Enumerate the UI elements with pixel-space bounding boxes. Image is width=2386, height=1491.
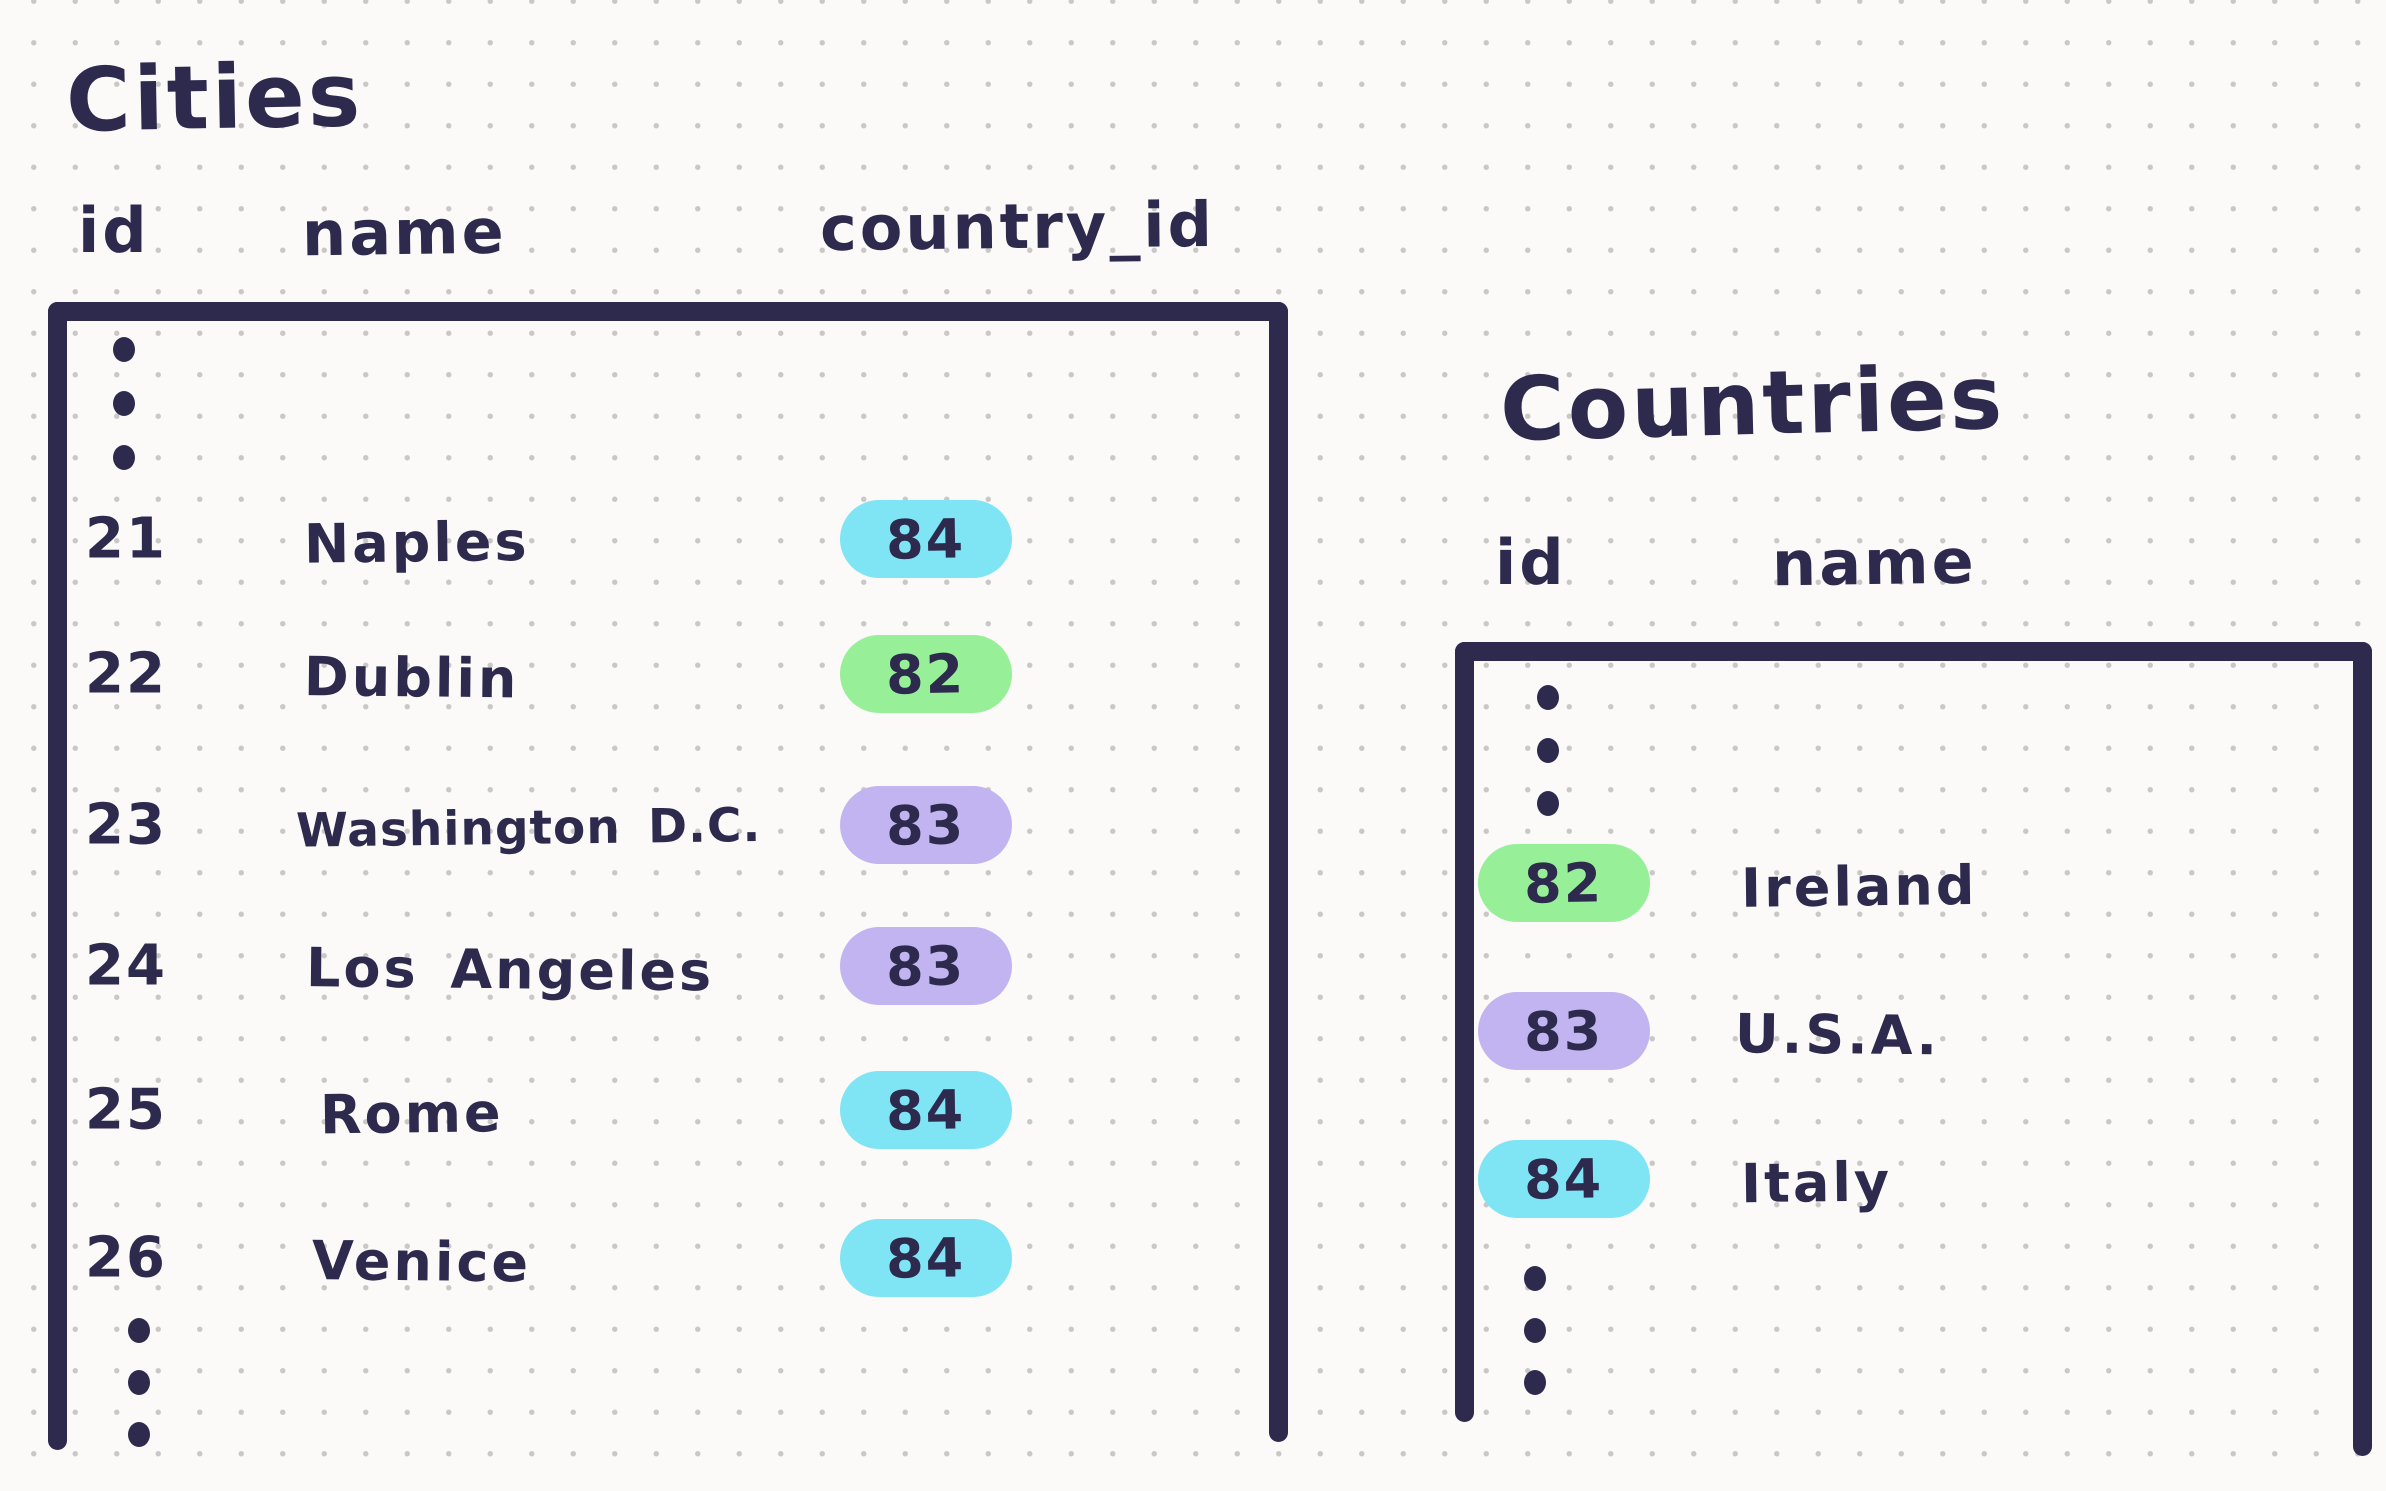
country-id-badge: 83 <box>1478 992 1650 1070</box>
ellipsis-dot <box>1524 1370 1546 1395</box>
countries-ellipsis-top <box>1537 685 1559 816</box>
cities-table-border-top <box>48 302 1288 321</box>
row-name: Ireland <box>1740 853 1978 920</box>
row-id: 26 <box>85 1225 167 1291</box>
cities-column-header-country-id: country_id <box>819 187 1216 266</box>
ellipsis-dot <box>128 1422 150 1447</box>
table-row: 24 Los Angeles 83 <box>48 921 1288 1011</box>
table-row: 82 Ireland <box>1455 838 2372 928</box>
ellipsis-dot <box>1524 1318 1546 1343</box>
cities-column-header-id: id <box>78 194 150 267</box>
badge-value: 82 <box>1523 850 1605 916</box>
badge-value: 83 <box>1523 998 1605 1064</box>
table-row: 26 Venice 84 <box>48 1213 1288 1303</box>
row-name: Rome <box>319 1081 504 1147</box>
row-name: Italy <box>1740 1150 1893 1216</box>
countries-ellipsis-bottom <box>1524 1266 1546 1395</box>
countries-table: Countries id name 82 Ireland 83 U.S.A. 8… <box>1400 0 2386 1491</box>
table-row: 23 Washington D.C. 83 <box>48 780 1288 870</box>
country-id-badge: 83 <box>840 786 1012 864</box>
cities-ellipsis-bottom <box>128 1318 150 1447</box>
cities-table-border-right <box>1269 302 1288 1442</box>
country-id-badge: 82 <box>840 635 1012 713</box>
ellipsis-dot <box>113 337 135 362</box>
badge-value: 84 <box>885 1077 967 1143</box>
badge-value: 83 <box>885 792 967 858</box>
ellipsis-dot <box>1537 738 1559 763</box>
row-id: 22 <box>85 641 167 707</box>
countries-table-border-right <box>2353 642 2372 1456</box>
table-row: 25 Rome 84 <box>48 1065 1288 1155</box>
row-id: 21 <box>85 506 167 572</box>
countries-column-header-name: name <box>1771 524 1978 601</box>
badge-value: 82 <box>885 641 967 707</box>
cities-table: Cities id name country_id 21 Naples 84 2… <box>48 43 1288 1450</box>
cities-column-header-name: name <box>301 194 508 271</box>
ellipsis-dot <box>128 1370 150 1395</box>
table-row: 84 Italy <box>1455 1134 2372 1224</box>
badge-value: 84 <box>885 1225 967 1291</box>
countries-table-border-top <box>1455 642 2372 661</box>
row-id: 25 <box>85 1077 167 1143</box>
country-id-badge: 82 <box>1478 844 1650 922</box>
cities-ellipsis-top <box>113 337 135 470</box>
row-name: Washington D.C. <box>295 797 762 859</box>
row-name: U.S.A. <box>1734 1002 1941 1068</box>
row-name: Los Angeles <box>305 936 715 1004</box>
country-id-badge: 84 <box>840 1071 1012 1149</box>
row-name: Naples <box>303 509 530 576</box>
country-id-badge: 84 <box>840 500 1012 578</box>
row-id: 23 <box>85 792 167 858</box>
badge-value: 84 <box>1523 1146 1605 1212</box>
ellipsis-dot <box>128 1318 150 1343</box>
ellipsis-dot <box>1537 791 1559 816</box>
ellipsis-dot <box>1537 685 1559 710</box>
cities-table-title: Cities <box>65 43 365 152</box>
cities-table-border-left <box>48 302 67 1450</box>
country-id-badge: 84 <box>1478 1140 1650 1218</box>
ellipsis-dot <box>113 391 135 416</box>
badge-value: 83 <box>885 933 967 999</box>
table-row: 21 Naples 84 <box>48 494 1288 584</box>
ellipsis-dot <box>113 445 135 470</box>
ellipsis-dot <box>1524 1266 1546 1291</box>
row-id: 24 <box>85 933 167 999</box>
country-id-badge: 84 <box>840 1219 1012 1297</box>
row-name: Dublin <box>303 645 520 711</box>
table-row: 83 U.S.A. <box>1455 986 2372 1076</box>
countries-table-border-left <box>1455 642 1474 1422</box>
badge-value: 84 <box>885 506 967 572</box>
row-name: Venice <box>311 1229 532 1295</box>
country-id-badge: 83 <box>840 927 1012 1005</box>
countries-column-header-id: id <box>1495 526 1567 599</box>
countries-table-title: Countries <box>1498 345 2007 462</box>
table-row: 22 Dublin 82 <box>48 629 1288 719</box>
